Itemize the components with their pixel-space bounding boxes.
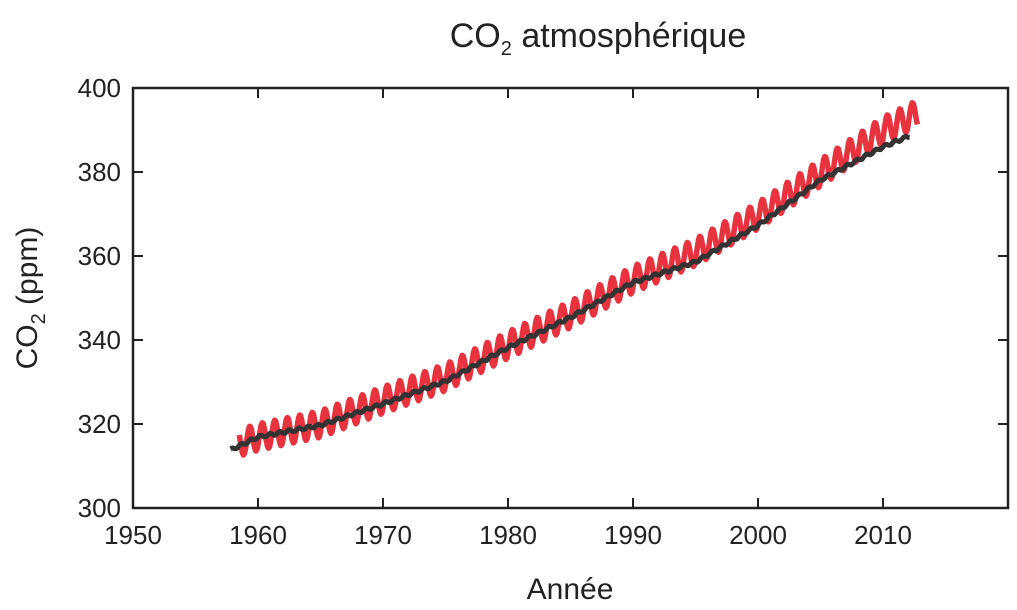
y-tick-label-380: 380 xyxy=(78,157,121,187)
x-tick-label-1960: 1960 xyxy=(229,520,287,550)
chart-title: CO2 atmosphérique xyxy=(450,17,747,60)
x-axis-label: Année xyxy=(527,573,614,606)
y-axis-label: CO2 (ppm) xyxy=(11,227,50,370)
y-tick-label-360: 360 xyxy=(78,241,121,271)
y-tick-label-340: 340 xyxy=(78,325,121,355)
axis-ticks: 1950 1960 1970 1980 1990 2000 2010 300 320 340 360… xyxy=(78,73,1008,550)
x-tick-label-1950: 1950 xyxy=(104,520,162,550)
plot-lines xyxy=(229,99,921,458)
x-tick-label-2010: 2010 xyxy=(854,520,912,550)
plot-frame xyxy=(131,86,1010,510)
series-line-trend xyxy=(229,133,911,452)
x-tick-label-2000: 2000 xyxy=(729,520,787,550)
x-tick-label-1970: 1970 xyxy=(354,520,412,550)
y-tick-label-300: 300 xyxy=(78,493,121,523)
y-tick-label-400: 400 xyxy=(78,73,121,103)
x-tick-label-1990: 1990 xyxy=(604,520,662,550)
series-line-monthly xyxy=(236,99,921,458)
y-tick-label-320: 320 xyxy=(78,409,121,439)
x-tick-label-1980: 1980 xyxy=(479,520,537,550)
